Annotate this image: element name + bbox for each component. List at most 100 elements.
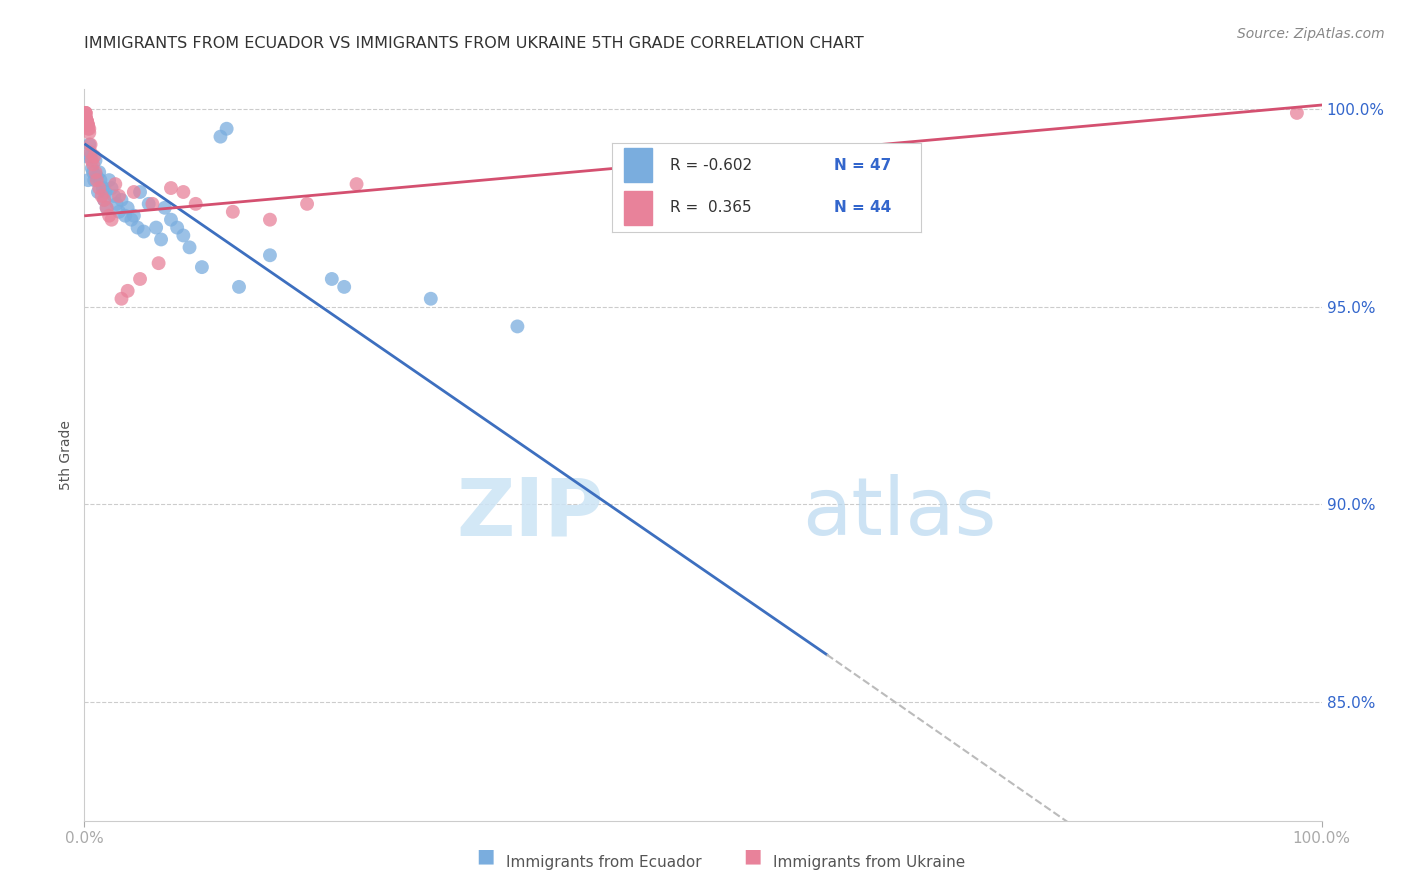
Point <box>108 189 131 203</box>
Point <box>129 272 152 286</box>
Point <box>184 197 207 211</box>
Text: ■: ■ <box>742 847 762 865</box>
Point <box>75 110 97 124</box>
Point <box>77 118 100 132</box>
Point <box>75 106 97 120</box>
Point <box>145 220 167 235</box>
Point <box>87 185 110 199</box>
Point <box>77 118 100 132</box>
Point <box>96 201 118 215</box>
Text: IMMIGRANTS FROM ECUADOR VS IMMIGRANTS FROM UKRAINE 5TH GRADE CORRELATION CHART: IMMIGRANTS FROM ECUADOR VS IMMIGRANTS FR… <box>84 36 865 51</box>
Point <box>80 161 103 176</box>
Point <box>222 204 245 219</box>
Text: ZIP: ZIP <box>457 475 605 552</box>
Point <box>138 197 160 211</box>
Point <box>82 157 104 171</box>
Point <box>191 260 214 274</box>
Point <box>141 197 163 211</box>
Point <box>209 129 232 144</box>
Point <box>150 232 173 246</box>
Point <box>79 145 101 160</box>
Point <box>77 173 100 187</box>
Point <box>148 256 170 270</box>
Point <box>132 225 155 239</box>
Point <box>75 110 97 124</box>
Point <box>506 319 529 334</box>
Point <box>94 185 117 199</box>
Point <box>86 169 108 184</box>
Point <box>259 212 281 227</box>
Point <box>76 113 98 128</box>
Text: N = 47: N = 47 <box>834 158 891 172</box>
Point <box>105 197 128 211</box>
Point <box>419 292 441 306</box>
Point <box>79 137 101 152</box>
Point <box>80 153 103 168</box>
Point <box>127 220 149 235</box>
Point <box>82 165 104 179</box>
Point <box>333 280 356 294</box>
Point <box>117 201 139 215</box>
Point <box>160 181 183 195</box>
Point <box>79 126 101 140</box>
Bar <box>624 148 652 182</box>
Point <box>321 272 343 286</box>
Point <box>153 201 176 215</box>
Point <box>89 181 111 195</box>
Point <box>83 149 105 163</box>
Point <box>75 106 97 120</box>
Point <box>84 165 107 179</box>
Point <box>79 149 101 163</box>
Text: Source: ZipAtlas.com: Source: ZipAtlas.com <box>1237 27 1385 41</box>
Point <box>98 173 121 187</box>
Text: Immigrants from Ukraine: Immigrants from Ukraine <box>773 855 966 870</box>
Point <box>83 173 105 187</box>
Text: N = 44: N = 44 <box>834 201 891 215</box>
Point <box>110 193 132 207</box>
Point <box>172 185 194 199</box>
Point <box>108 204 131 219</box>
Point <box>76 113 98 128</box>
Text: R =  0.365: R = 0.365 <box>671 201 752 215</box>
Point <box>122 185 145 199</box>
Point <box>117 284 139 298</box>
Point <box>89 165 111 179</box>
Point <box>103 189 125 203</box>
Point <box>166 220 188 235</box>
Point <box>76 113 98 128</box>
Text: Immigrants from Ecuador: Immigrants from Ecuador <box>506 855 702 870</box>
Point <box>295 197 318 211</box>
Point <box>160 212 183 227</box>
Point <box>79 137 101 152</box>
Point <box>90 189 112 203</box>
Point <box>84 153 107 168</box>
Point <box>120 212 142 227</box>
Point <box>346 177 368 191</box>
Point <box>96 201 118 215</box>
Point <box>98 209 121 223</box>
Point <box>104 177 127 191</box>
Text: atlas: atlas <box>801 475 997 552</box>
Point <box>76 118 98 132</box>
Point <box>76 149 98 163</box>
Point <box>89 173 111 187</box>
Point <box>93 193 115 207</box>
Point <box>122 209 145 223</box>
Point <box>114 209 136 223</box>
Point <box>93 193 115 207</box>
Point <box>215 121 238 136</box>
Point <box>91 181 114 195</box>
Bar <box>624 191 652 225</box>
Point <box>179 240 201 254</box>
Point <box>100 181 122 195</box>
Point <box>79 121 101 136</box>
Point <box>75 106 97 120</box>
Point <box>110 292 132 306</box>
Point <box>77 121 100 136</box>
Text: ■: ■ <box>475 847 495 865</box>
Text: R = -0.602: R = -0.602 <box>671 158 752 172</box>
Point <box>86 173 108 187</box>
Point <box>75 110 97 124</box>
Point <box>129 185 152 199</box>
Point <box>1285 106 1308 120</box>
